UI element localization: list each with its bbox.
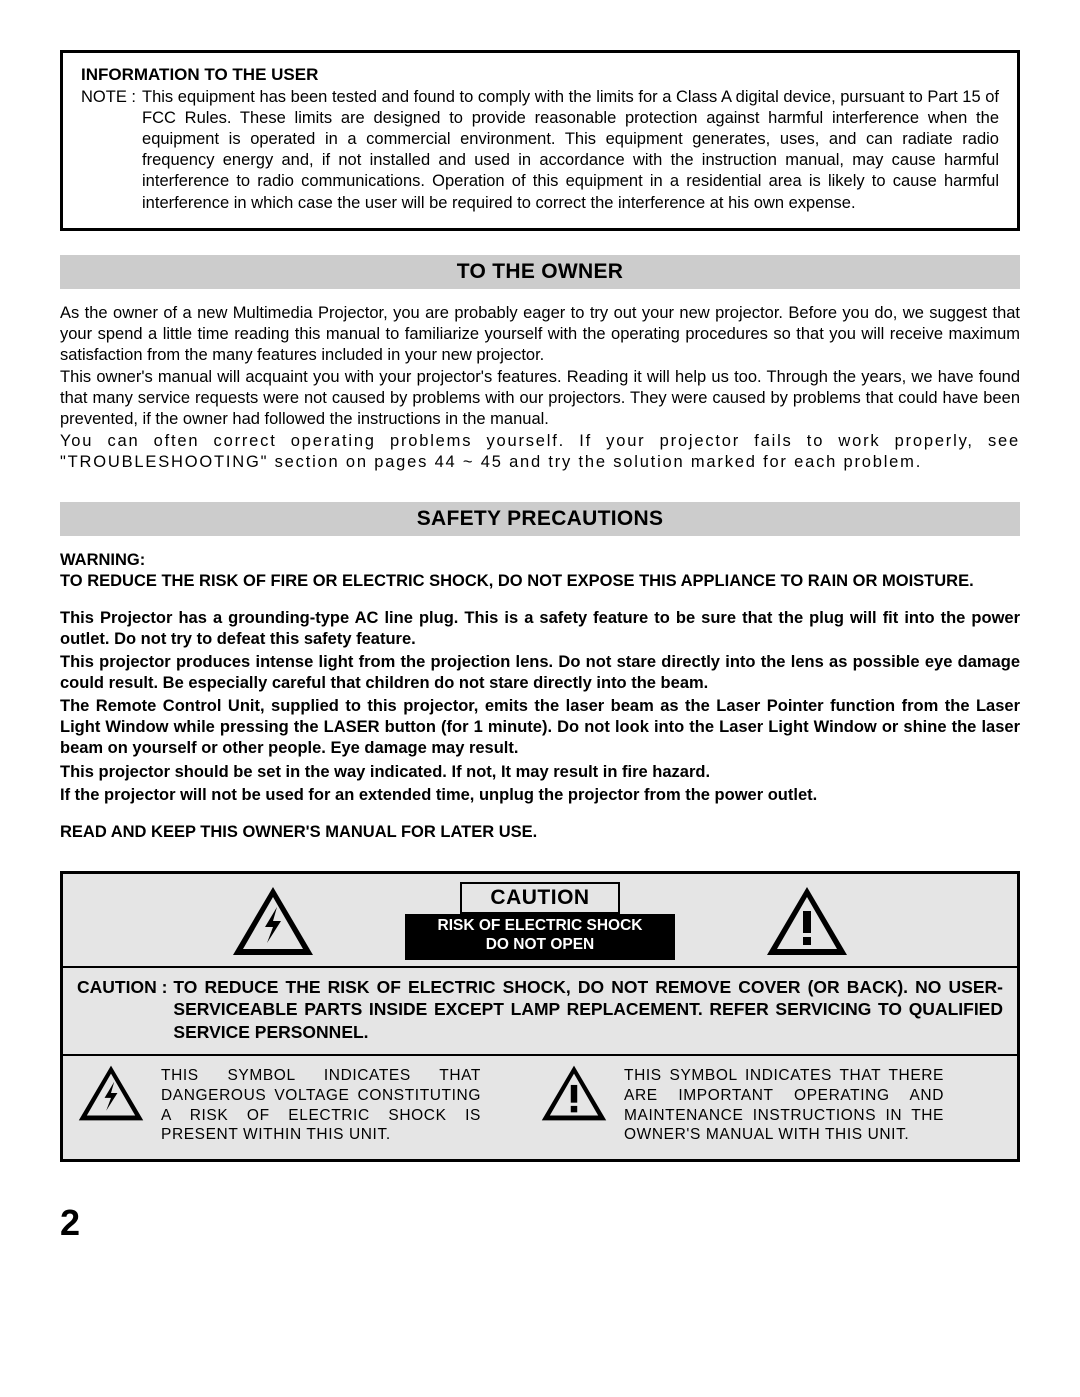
exclamation-icon (765, 885, 849, 957)
warning-label: WARNING: (60, 550, 1020, 571)
caution-top-row: CAUTION RISK OF ELECTRIC SHOCK DO NOT OP… (63, 874, 1017, 968)
note-body: This equipment has been tested and found… (136, 87, 999, 214)
electric-shock-icon (231, 885, 315, 957)
warning-text: TO REDUCE THE RISK OF FIRE OR ELECTRIC S… (60, 571, 1020, 592)
caution-bottom: THIS SYMBOL INDICATES THAT DANGEROUS VOL… (63, 1056, 1017, 1159)
caution-center: CAUTION RISK OF ELECTRIC SHOCK DO NOT OP… (405, 882, 675, 960)
caution-mid-body: TO REDUCE THE RISK OF ELECTRIC SHOCK, DO… (173, 976, 1003, 1044)
exclamation-icon (540, 1064, 608, 1122)
owner-paragraph: As the owner of a new Multimedia Project… (60, 303, 1020, 366)
warning-text: READ AND KEEP THIS OWNER'S MANUAL FOR LA… (60, 822, 1020, 843)
information-box: INFORMATION TO THE USER NOTE : This equi… (60, 50, 1020, 231)
caution-label: CAUTION (460, 882, 619, 914)
warning-text: The Remote Control Unit, supplied to thi… (60, 696, 1020, 759)
owner-paragraph: This owner's manual will acquaint you wi… (60, 367, 1020, 430)
risk-line: DO NOT OPEN (417, 936, 663, 955)
symbol-text: THIS SYMBOL INDICATES THAT THERE ARE IMP… (624, 1064, 944, 1145)
warning-text: This projector should be set in the way … (60, 762, 1020, 783)
owner-paragraph: You can often correct operating problems… (60, 431, 1020, 473)
caution-mid: CAUTION : TO REDUCE THE RISK OF ELECTRIC… (63, 968, 1017, 1056)
owner-block: As the owner of a new Multimedia Project… (60, 303, 1020, 474)
risk-line: RISK OF ELECTRIC SHOCK (417, 917, 663, 936)
warning-text: This projector produces intense light fr… (60, 652, 1020, 694)
page-number: 2 (60, 1202, 1020, 1244)
symbol-cell-right: THIS SYMBOL INDICATES THAT THERE ARE IMP… (540, 1064, 1003, 1145)
section-bar-safety: SAFETY PRECAUTIONS (60, 502, 1020, 536)
note-row: NOTE : This equipment has been tested an… (81, 87, 999, 214)
note-label: NOTE : (81, 87, 136, 214)
electric-shock-icon (77, 1064, 145, 1122)
warning-text: This Projector has a grounding-type AC l… (60, 608, 1020, 650)
section-bar-owner: TO THE OWNER (60, 255, 1020, 289)
information-heading: INFORMATION TO THE USER (81, 65, 999, 85)
caution-mid-label: CAUTION : (77, 976, 173, 1044)
safety-block: WARNING: TO REDUCE THE RISK OF FIRE OR E… (60, 550, 1020, 843)
symbol-cell-left: THIS SYMBOL INDICATES THAT DANGEROUS VOL… (77, 1064, 540, 1145)
caution-box: CAUTION RISK OF ELECTRIC SHOCK DO NOT OP… (60, 871, 1020, 1162)
caution-risk-box: RISK OF ELECTRIC SHOCK DO NOT OPEN (405, 914, 675, 960)
symbol-text: THIS SYMBOL INDICATES THAT DANGEROUS VOL… (161, 1064, 481, 1145)
warning-text: If the projector will not be used for an… (60, 785, 1020, 806)
